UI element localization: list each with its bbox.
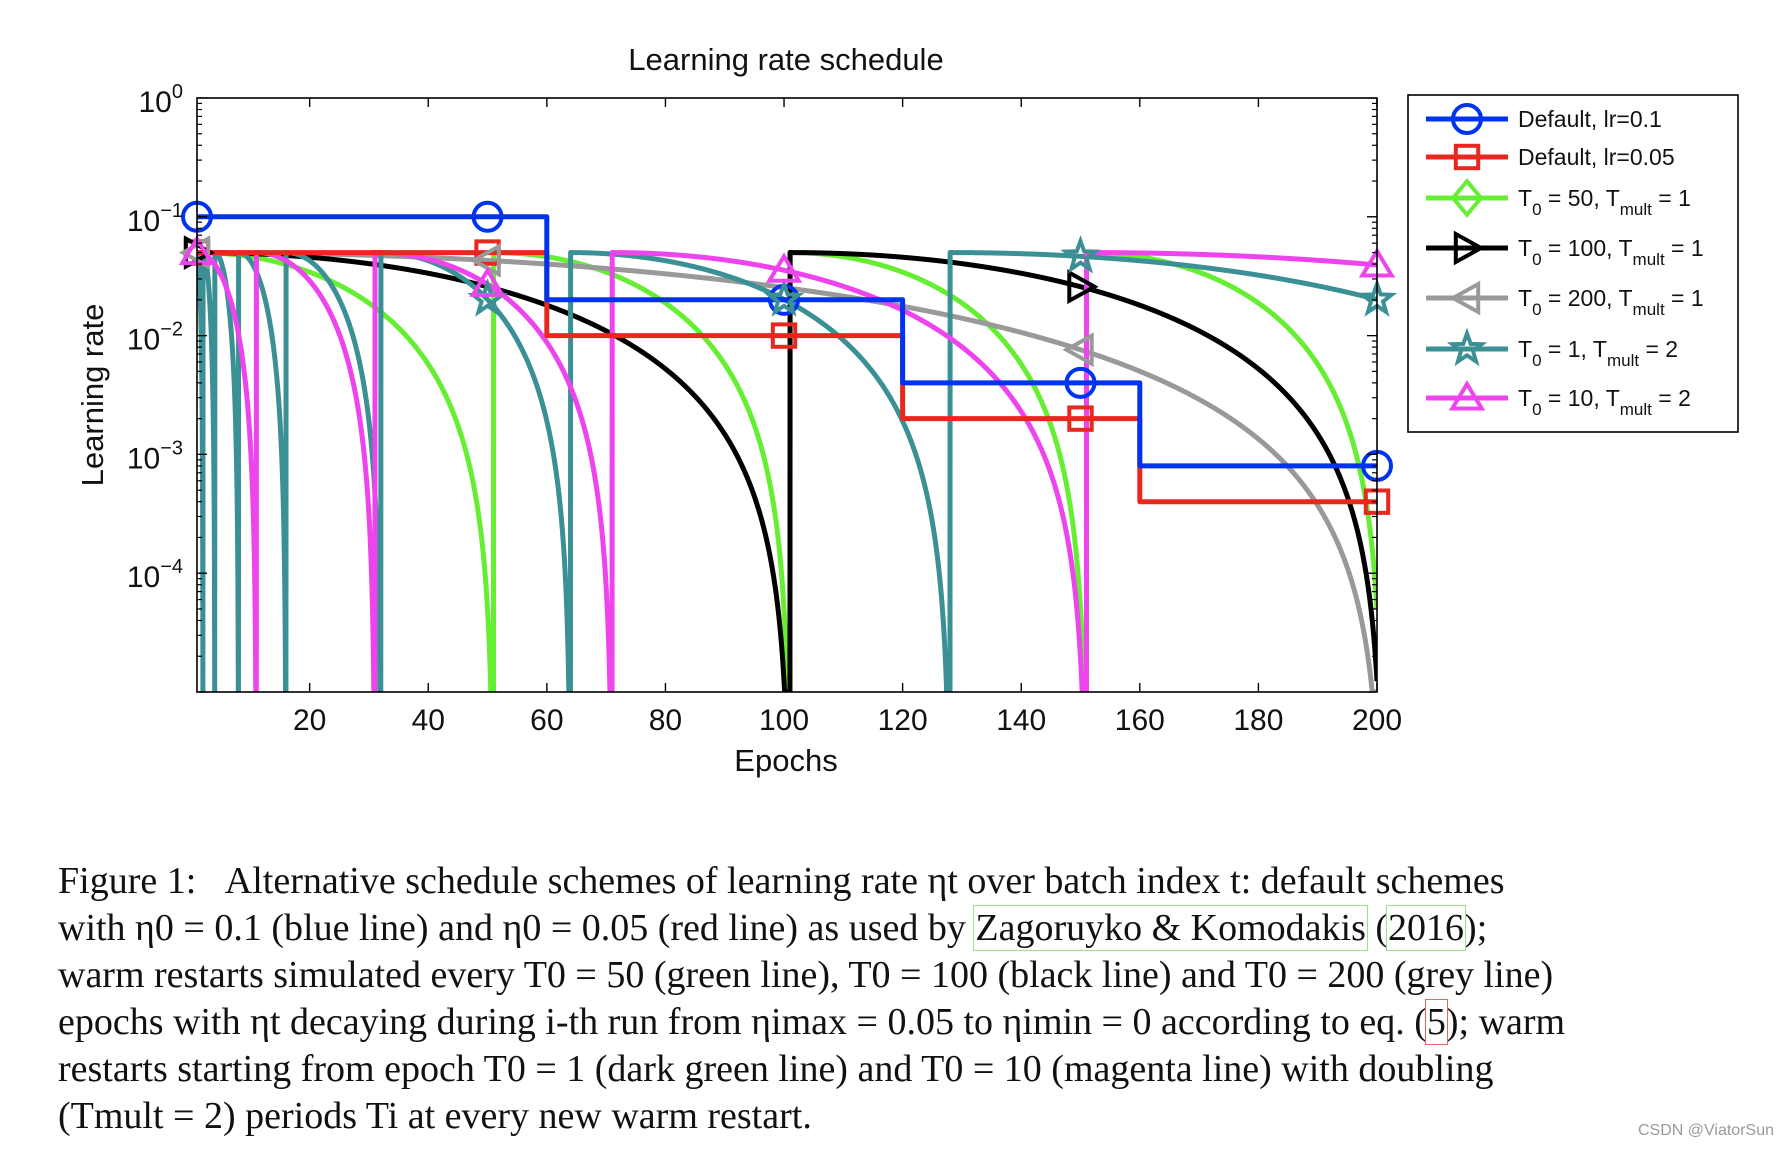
legend-label: Default, lr=0.1 — [1518, 106, 1662, 132]
legend-label: T0 = 1, Tmult = 2 — [1518, 336, 1678, 370]
series-layer — [197, 214, 1377, 692]
legend-marker — [1448, 380, 1486, 411]
series-marker-1 — [770, 322, 798, 349]
x-tick-label: 80 — [649, 704, 682, 737]
caption-text: with η0 = 0.1 (blue line) and η0 = 0.05 … — [58, 907, 976, 949]
x-axis-label: Epochs — [734, 743, 837, 778]
x-tick-label: 60 — [530, 704, 563, 737]
x-tick-label: 120 — [878, 704, 928, 737]
x-tick-label: 180 — [1233, 704, 1283, 737]
legend-box — [1407, 94, 1739, 433]
caption-line-3: warm restarts simulated every T0 = 50 (g… — [58, 954, 1554, 996]
series-marker-5 — [763, 278, 805, 317]
figure-caption: Figure 1: Alternative schedule schemes o… — [58, 858, 1758, 1140]
legend-marker — [1448, 280, 1481, 316]
series-marker-5 — [1060, 235, 1101, 274]
series-marker-1 — [1067, 405, 1094, 432]
caption-text: ); — [1464, 907, 1488, 949]
chart: Learning rate schedule Epochs Learning r… — [75, 42, 1739, 778]
caption-line-5: restarts starting from epoch T0 = 1 (dar… — [58, 1048, 1494, 1090]
x-tick-label: 100 — [759, 704, 809, 737]
series-line-0 — [197, 214, 1377, 469]
x-tick-label: 200 — [1352, 704, 1402, 737]
axes: 20 40 60 80 100 120 140 160 180 200 100 10−1 10−2 10−… — [127, 81, 1402, 737]
series-marker-6 — [469, 266, 506, 297]
caption-text: Alternative schedule schemes of learning… — [224, 860, 1505, 902]
plot-frame — [196, 97, 1378, 693]
citation-link-author[interactable]: Zagoruyko & Komodakis — [973, 905, 1368, 951]
legend-label: T0 = 100, Tmult = 1 — [1518, 235, 1704, 269]
x-tick-label: 20 — [293, 704, 326, 737]
legend-label: T0 = 200, Tmult = 1 — [1518, 285, 1704, 319]
x-tick-label: 140 — [996, 704, 1046, 737]
x-tick-label: 160 — [1115, 704, 1165, 737]
caption-line-6: (Tmult = 2) periods Ti at every new warm… — [58, 1095, 812, 1137]
equation-ref-link[interactable]: 5 — [1424, 999, 1448, 1045]
figure-label: Figure 1: — [58, 860, 197, 902]
marker-layer — [178, 200, 1398, 515]
citation-link-year[interactable]: 2016 — [1386, 905, 1467, 951]
series-marker-4 — [1062, 332, 1094, 368]
series-marker-4 — [178, 235, 211, 270]
y-tick-label: 10−4 — [127, 556, 183, 594]
series-marker-0 — [1064, 366, 1097, 399]
y-tick-label: 10−1 — [127, 200, 183, 238]
series-marker-3 — [1067, 269, 1099, 305]
caption-line-2: with η0 = 0.1 (blue line) and η0 = 0.05 … — [58, 905, 1488, 951]
series-marker-6 — [765, 252, 803, 283]
chart-title: Learning rate schedule — [628, 42, 943, 77]
series-line-3 — [197, 250, 1377, 692]
y-axis-label: Learning rate — [75, 304, 110, 487]
legend-label: T0 = 50, Tmult = 1 — [1518, 185, 1691, 219]
legend-label: Default, lr=0.05 — [1518, 144, 1675, 170]
legend-marker — [1451, 103, 1483, 135]
legend-marker — [1453, 143, 1481, 171]
caption-text: epochs with ηt decaying during i-th run … — [58, 1001, 1427, 1043]
caption-line-4: epochs with ηt decaying during i-th run … — [58, 999, 1758, 1046]
legend: Default, lr=0.1 Default, lr=0.05 T0 = 50, … — [1407, 94, 1739, 433]
y-tick-label: 10−2 — [127, 319, 183, 357]
caption-line-1: Figure 1: Alternative schedule schemes o… — [58, 858, 1758, 905]
legend-marker — [1446, 327, 1488, 367]
caption-text: ); warm — [1445, 1001, 1566, 1043]
legend-label: T0 = 10, Tmult = 2 — [1518, 385, 1691, 419]
legend-marker — [1453, 230, 1486, 266]
series-marker-0 — [471, 200, 504, 233]
legend-marker — [1450, 178, 1484, 218]
watermark: CSDN @ViatorSun — [1638, 1122, 1774, 1139]
series-marker-4 — [469, 243, 501, 278]
x-tick-label: 40 — [412, 704, 445, 737]
y-tick-label: 10−3 — [127, 437, 183, 475]
y-tick-label: 100 — [139, 81, 184, 119]
